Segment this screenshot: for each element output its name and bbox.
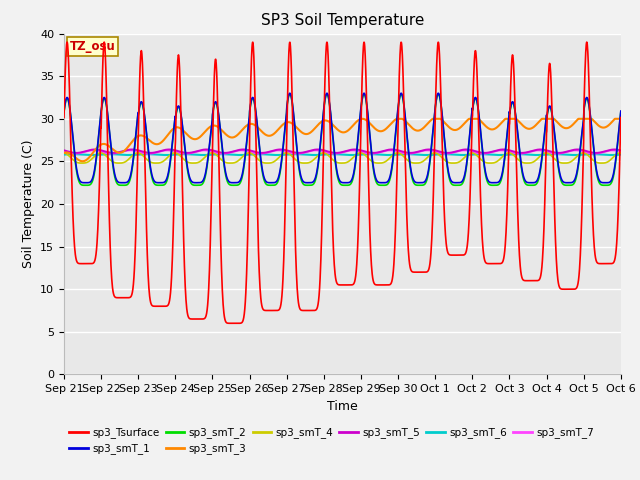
X-axis label: Time: Time [327,400,358,413]
Title: SP3 Soil Temperature: SP3 Soil Temperature [260,13,424,28]
Y-axis label: Soil Temperature (C): Soil Temperature (C) [22,140,35,268]
Text: TZ_osu: TZ_osu [70,39,115,53]
Legend: sp3_Tsurface, sp3_smT_1, sp3_smT_2, sp3_smT_3, sp3_smT_4, sp3_smT_5, sp3_smT_6, : sp3_Tsurface, sp3_smT_1, sp3_smT_2, sp3_… [69,427,594,455]
